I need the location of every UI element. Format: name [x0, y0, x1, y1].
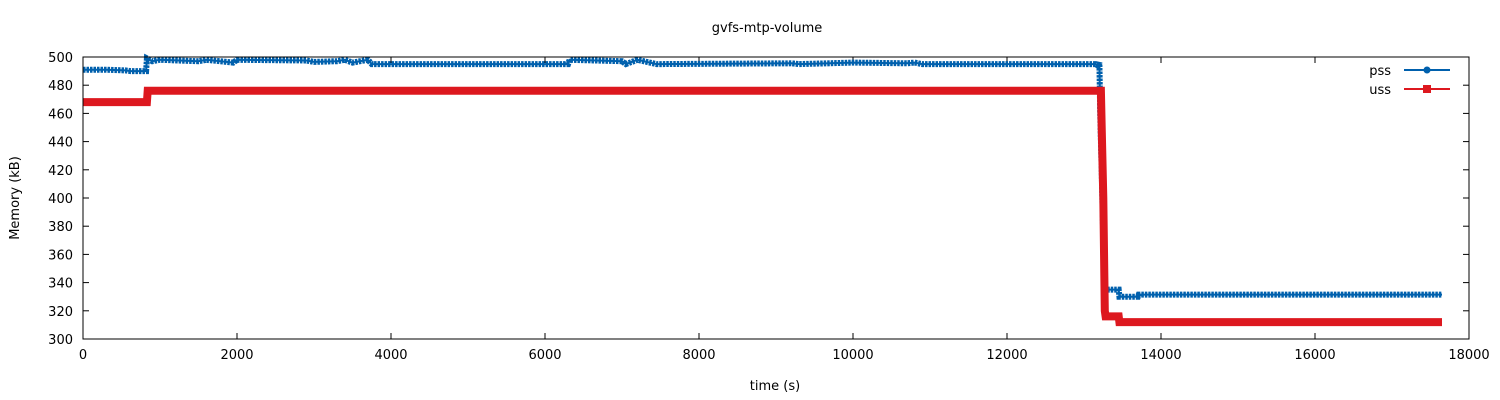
y-tick-label: 360 [48, 248, 73, 263]
series-line-uss [83, 89, 1442, 324]
plot-frame [82, 56, 1470, 340]
y-tick-label: 400 [48, 192, 73, 207]
x-tick-label: 16000 [1294, 348, 1335, 363]
x-tick-label: 14000 [1140, 348, 1181, 363]
y-tick-label: 460 [48, 107, 73, 122]
x-tick-label: 8000 [682, 348, 715, 363]
y-tick-label: 420 [48, 164, 73, 179]
x-tick-label: 12000 [986, 348, 1027, 363]
x-axis-label: time (s) [750, 379, 800, 394]
y-tick-label: 500 [48, 51, 73, 66]
legend-marker-square-icon [1423, 85, 1431, 93]
y-tick-label: 380 [48, 220, 73, 235]
y-tick-label: 340 [48, 277, 73, 292]
y-axis-label: Memory (kB) [8, 156, 23, 240]
x-tick-label: 6000 [528, 348, 561, 363]
legend-marker-circle-icon [1423, 66, 1431, 74]
x-tick-label: 10000 [832, 348, 873, 363]
x-tick-label: 2000 [220, 348, 253, 363]
x-tick-label: 4000 [374, 348, 407, 363]
chart-title: gvfs-mtp-volume [712, 21, 823, 36]
y-tick-label: 320 [48, 305, 73, 320]
legend-label-pss: pss [1369, 64, 1391, 79]
x-tick-label: 18000 [1448, 348, 1489, 363]
y-tick-label: 480 [48, 79, 73, 94]
y-tick-label: 440 [48, 136, 73, 151]
legend: pss uss [1369, 64, 1450, 98]
series-line-uss [83, 86, 1442, 327]
y-tick-label: 300 [48, 333, 73, 348]
legend-label-uss: uss [1369, 83, 1391, 98]
x-tick-label: 0 [79, 348, 87, 363]
